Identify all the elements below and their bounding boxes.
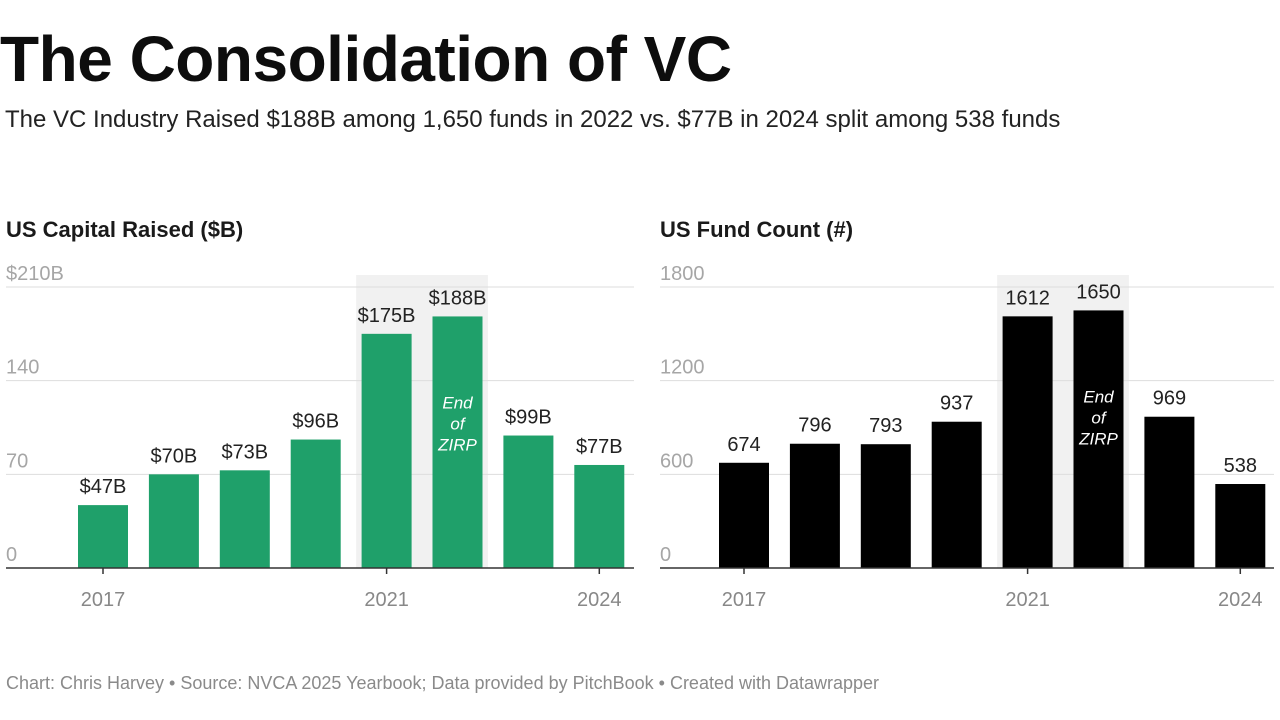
capital-value-label-2020: $96B bbox=[292, 411, 339, 433]
capital-value-label-2019: $73B bbox=[221, 441, 268, 463]
fund-count-ytick-label: 1200 bbox=[660, 357, 705, 379]
fund-count-annotation-line: of bbox=[1091, 408, 1107, 427]
fund-count-annotation-line: End bbox=[1083, 387, 1114, 406]
fund-count-value-label-2021: 1612 bbox=[1005, 287, 1050, 309]
capital-ytick-label: $210B bbox=[6, 263, 64, 285]
fund-count-value-label-2017: 674 bbox=[727, 434, 760, 456]
capital-bar-2022 bbox=[432, 316, 483, 568]
fund-count-ytick-label: 0 bbox=[660, 544, 671, 566]
fund-count-annotation-line: ZIRP bbox=[1078, 429, 1118, 448]
fund-count-bar-2017 bbox=[719, 462, 769, 568]
capital-chart-title: US Capital Raised ($B) bbox=[6, 217, 244, 242]
fund-count-bar-2021 bbox=[1002, 316, 1053, 568]
capital-bar-2018 bbox=[148, 474, 199, 568]
capital-value-label-2024: $77B bbox=[576, 436, 623, 458]
capital-annotation-line: ZIRP bbox=[437, 435, 477, 454]
capital-annotation-line: End bbox=[442, 393, 473, 412]
capital-value-label-2023: $99B bbox=[505, 407, 552, 429]
fund-count-ytick-label: 600 bbox=[660, 450, 693, 472]
fund-count-xtick-label-2017: 2017 bbox=[722, 589, 767, 611]
fund-count-value-label-2024: 538 bbox=[1224, 455, 1257, 477]
fund-count-chart-title: US Fund Count (#) bbox=[660, 217, 854, 242]
capital-ytick-label: 140 bbox=[6, 357, 39, 379]
capital-value-label-2017: $47B bbox=[80, 476, 127, 498]
page-title: The Consolidation of VC bbox=[0, 23, 732, 95]
fund-count-chart: 0 600 1200 1800 674 796 793 937 1612 1650 969 538 20… bbox=[660, 263, 1274, 611]
fund-count-value-label-2019: 793 bbox=[869, 415, 902, 437]
capital-value-label-2018: $70B bbox=[151, 445, 198, 467]
capital-xtick-label-2024: 2024 bbox=[577, 589, 622, 611]
capital-annotation-line: of bbox=[450, 414, 466, 433]
capital-xtick-label-2017: 2017 bbox=[81, 589, 126, 611]
fund-count-bar-2024 bbox=[1215, 484, 1266, 568]
capital-xtick-label-2021: 2021 bbox=[364, 589, 409, 611]
capital-bar-2023 bbox=[503, 435, 554, 568]
capital-bar-2019 bbox=[219, 470, 270, 568]
capital-bar-2020 bbox=[290, 439, 341, 568]
capital-ytick-label: 70 bbox=[6, 450, 28, 472]
fund-count-bar-2022 bbox=[1073, 310, 1124, 568]
fund-count-bar-2018 bbox=[789, 443, 840, 568]
fund-count-ytick-label: 1800 bbox=[660, 263, 705, 285]
capital-bar-2024 bbox=[574, 464, 625, 568]
fund-count-value-label-2023: 969 bbox=[1153, 388, 1186, 410]
fund-count-bar-2020 bbox=[931, 421, 982, 568]
fund-count-value-label-2018: 796 bbox=[798, 415, 831, 437]
capital-ytick-label: 0 bbox=[6, 544, 17, 566]
fund-count-xtick-label-2024: 2024 bbox=[1218, 589, 1263, 611]
footer-credits: Chart: Chris Harvey • Source: NVCA 2025 … bbox=[6, 673, 880, 693]
capital-raised-chart: 0 70 140 $210B $47B $70B $73B $96B $175B $188B $99… bbox=[6, 263, 634, 611]
capital-value-label-2021: $175B bbox=[358, 305, 416, 327]
fund-count-value-label-2020: 937 bbox=[940, 393, 973, 415]
capital-value-label-2022: $188B bbox=[429, 287, 487, 309]
fund-count-xtick-label-2021: 2021 bbox=[1005, 589, 1050, 611]
fund-count-bar-2019 bbox=[860, 444, 911, 568]
capital-bar-2021 bbox=[361, 333, 412, 568]
fund-count-value-label-2022: 1650 bbox=[1076, 281, 1121, 303]
capital-bar-2017 bbox=[78, 505, 128, 568]
page-subtitle: The VC Industry Raised $188B among 1,650… bbox=[5, 106, 1061, 133]
fund-count-bar-2023 bbox=[1144, 416, 1195, 568]
